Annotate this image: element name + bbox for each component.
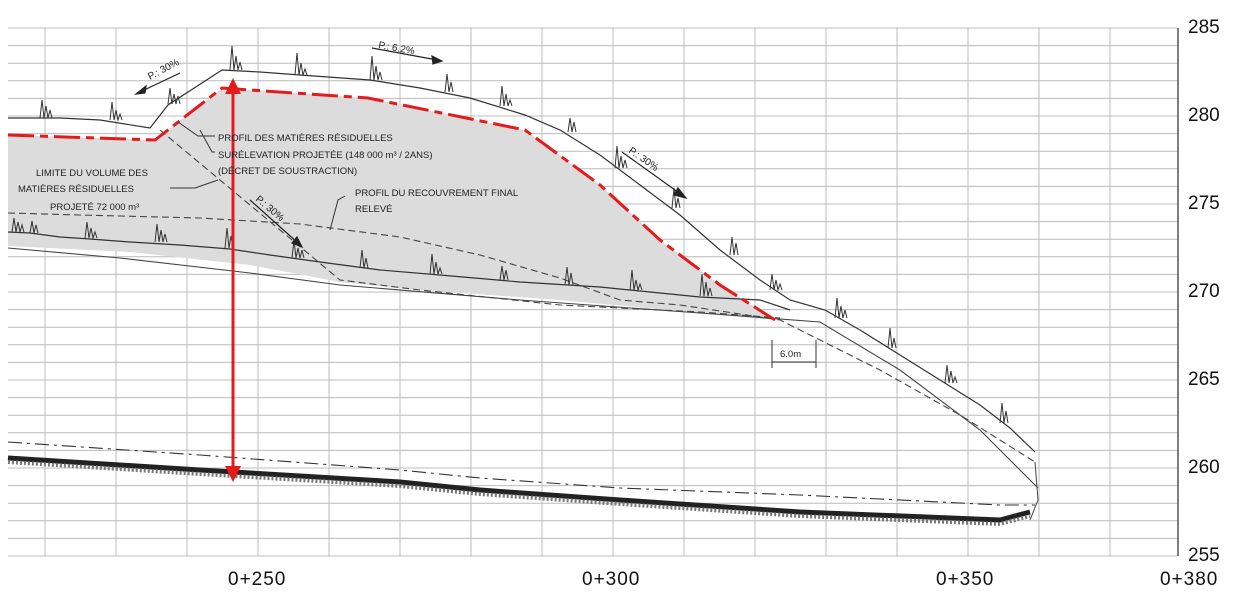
- proposed-elevation-profile[interactable]: [7, 86, 776, 322]
- slope-label-3: P.: 30%: [626, 145, 660, 173]
- lower-boundary-line: [7, 247, 1039, 489]
- annot-decret: (DÉCRET DE SOUSTRACTION): [218, 166, 357, 177]
- y-tick-285: 285: [1188, 17, 1220, 38]
- annot-recouvrement-1: PROFIL DU RECOUVREMENT FINAL: [355, 188, 518, 199]
- x-tick-0380: 0+380: [1160, 569, 1218, 589]
- y-tick-270: 270: [1188, 281, 1220, 302]
- y-tick-265: 265: [1188, 369, 1220, 390]
- bedrock-edge: [1029, 461, 1039, 521]
- vertical-grid: [44, 28, 1179, 556]
- existing-ground-profile: [7, 231, 791, 311]
- volume-limit-line-2: [159, 129, 781, 319]
- projected-volume-fill: [8, 88, 775, 320]
- annotation-leaders: [170, 121, 346, 231]
- annot-limite-3: PROJETÉ 72 000 m³: [50, 202, 139, 213]
- x-tick-0350: 0+350: [936, 569, 994, 589]
- volume-limit-line: [7, 212, 1036, 463]
- vegetation-lower: [11, 217, 713, 297]
- distance-marker: [771, 340, 817, 368]
- vegetation-upper: [39, 45, 1009, 424]
- bedrock-line: [7, 455, 1031, 523]
- slope-label-2: P.: 6.2%: [377, 40, 415, 57]
- height-measure-arrow[interactable]: [225, 78, 241, 482]
- annot-limite-1: LIMITE DU VOLUME DES: [36, 168, 148, 179]
- slope-arrows: [134, 47, 688, 249]
- annot-recouvrement-2: RELEVÉ: [355, 204, 393, 215]
- y-tick-275: 275: [1188, 193, 1220, 214]
- annot-limite-2: MATIÈRES RÉSIDUELLES: [18, 184, 134, 195]
- y-tick-280: 280: [1188, 105, 1220, 126]
- annot-profil-matieres: PROFIL DES MATIÈRES RÉSIDUELLES: [218, 133, 393, 144]
- annot-surelevation: SURÉLEVATION PROJETÉE (148 000 m³ / 2ANS…: [218, 150, 433, 161]
- x-tick-0250: 0+250: [228, 569, 286, 589]
- y-tick-260: 260: [1188, 457, 1220, 478]
- y-tick-255: 255: [1188, 545, 1220, 566]
- groundwater-line: [7, 441, 1035, 506]
- annot-distance: 6.0m: [780, 349, 801, 360]
- x-tick-0300: 0+300: [582, 569, 640, 589]
- slope-label-1: P.: 30%: [146, 57, 181, 83]
